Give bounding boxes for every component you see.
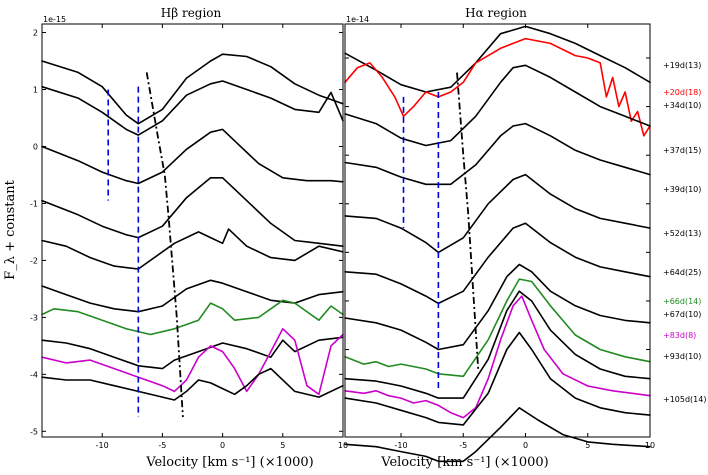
velocity-trend-0 [145, 72, 184, 418]
epoch-label-9: +83d(8) [663, 331, 696, 340]
spectrum-hb-2 [41, 80, 344, 136]
epoch-label-2: +34d(10) [663, 101, 701, 110]
epoch-label-3: +37d(15) [663, 146, 701, 155]
epoch-label-0: +19d(13) [663, 61, 701, 70]
x-tick-label-0-3: 5 [280, 441, 285, 450]
spectrum-ha-5 [344, 222, 651, 305]
y-tick-label-0-0: -5 [30, 427, 38, 436]
spectrum-hb-4 [41, 177, 344, 247]
x-tick-label-0-2: 0 [220, 441, 225, 450]
panel-hbeta-frame [41, 23, 344, 438]
spectrum-hb-6 [41, 279, 344, 313]
spectrum-ha-4 [344, 173, 651, 254]
y-tick-label-0-1: -4 [30, 370, 38, 379]
spectrum-hb-10 [41, 367, 344, 401]
epoch-label-11: +105d(14) [663, 395, 706, 404]
y-tick-label-0-3: -2 [30, 256, 38, 265]
spectrum-ha-10 [344, 331, 651, 426]
spectrum-ha-6 [344, 263, 651, 351]
epoch-label-7: +66d(14) [663, 297, 701, 306]
spectrum-ha-7 [344, 278, 651, 378]
spectrum-hb-5 [41, 228, 344, 270]
panel-hbeta-title: Hβ region [161, 6, 222, 20]
panel-halpha-ticks: -10 -5 0 5 10 [345, 24, 655, 450]
panel-hbeta-scale-label: 1e-15 [43, 15, 66, 24]
epoch-label-4: +39d(10) [663, 185, 701, 194]
y-axis-label: F_λ + constant [3, 179, 18, 279]
spectrum-ha-0 [344, 25, 651, 93]
spectrum-ha-11 [344, 406, 651, 463]
x-axis-label-right: Velocity [km s⁻¹] (×1000) [380, 455, 549, 470]
spectrum-hb-8 [41, 336, 344, 370]
x-tick-label-0-4: 10 [338, 441, 348, 450]
velocity-trend-1 [456, 72, 480, 370]
spectrum-ha-1 [344, 37, 651, 137]
panel-halpha-frame [344, 23, 651, 438]
spectrum-hb-3 [41, 128, 344, 185]
panel-halpha-series [344, 25, 651, 463]
panel-halpha-markers [402, 72, 480, 391]
spectrum-ha-9 [344, 295, 651, 419]
spectrum-hb-0 [41, 53, 344, 125]
x-tick-label-0-1: -5 [158, 441, 166, 450]
epoch-legend: +19d(13) +20d(18) +34d(10) +37d(15) +39d(10)… [663, 61, 706, 404]
x-tick-label-1-3: 5 [585, 441, 590, 450]
spectrum-ha-2 [344, 64, 651, 147]
panel-hbeta-series [41, 53, 344, 401]
x-tick-label-1-0: -10 [394, 441, 407, 450]
x-tick-label-1-4: 10 [645, 441, 655, 450]
x-tick-label-1-1: -5 [459, 441, 467, 450]
spectrum-ha-3 [344, 122, 651, 186]
panel-halpha-scale-label: 1e-14 [346, 15, 369, 24]
x-tick-label-1-2: 0 [523, 441, 528, 450]
y-tick-label-0-4: -1 [30, 199, 38, 208]
x-axis-label-left: Velocity [km s⁻¹] (×1000) [145, 455, 314, 470]
epoch-label-8: +67d(10) [663, 310, 701, 319]
x-tick-label-0-0: -10 [96, 441, 109, 450]
spectrum-hb-7 [41, 299, 344, 336]
spectrum-ha-8 [344, 290, 651, 399]
epoch-label-5: +52d(13) [663, 229, 701, 238]
panel-halpha: Hα region 1e-14 -10 -5 0 5 10 [344, 6, 655, 463]
panel-halpha-title: Hα region [465, 6, 527, 20]
epoch-label-6: +64d(25) [663, 268, 701, 277]
panel-hbeta-markers [107, 72, 184, 418]
epoch-label-10: +93d(10) [663, 352, 701, 361]
y-tick-label-0-2: -3 [30, 313, 38, 322]
y-tick-label-0-5: 0 [33, 142, 38, 151]
y-tick-label-0-6: 1 [33, 86, 38, 95]
spectrum-hb-9 [41, 327, 344, 396]
y-tick-label-0-7: 2 [33, 29, 38, 38]
epoch-label-1: +20d(18) [663, 88, 701, 97]
